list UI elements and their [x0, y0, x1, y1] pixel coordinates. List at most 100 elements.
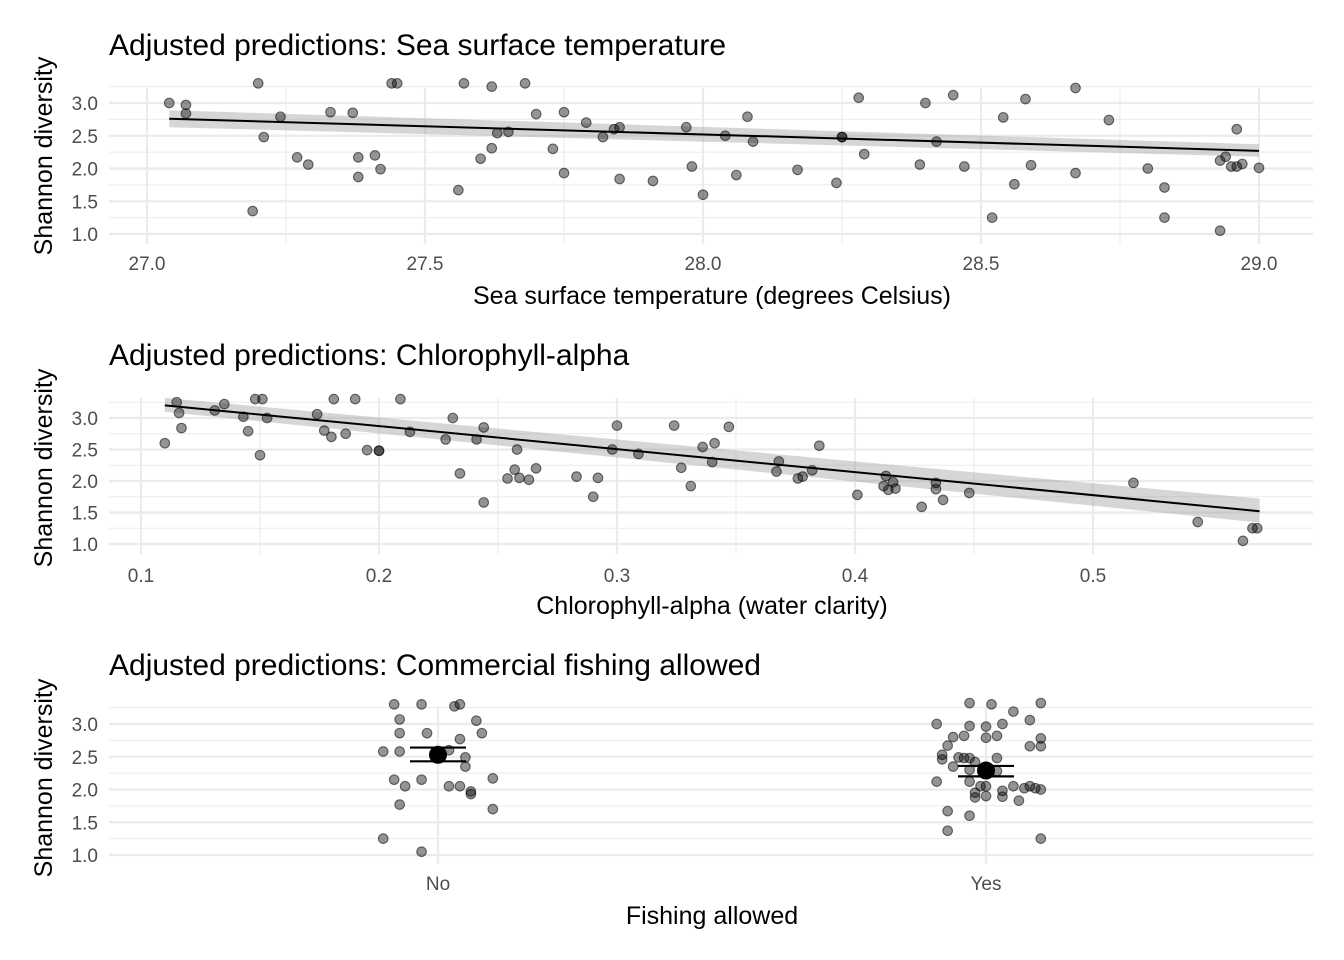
data-point: [942, 825, 953, 837]
data-point: [931, 776, 943, 787]
data-point: [1008, 706, 1019, 717]
x-tick-label: Yes: [971, 874, 1002, 895]
x-axis-label: Fishing allowed: [626, 902, 798, 930]
data-point: [416, 846, 427, 858]
data-point: [547, 143, 559, 155]
data-point: [697, 189, 709, 201]
data-point: [465, 788, 477, 800]
data-point: [352, 152, 364, 163]
data-point: [1231, 161, 1243, 172]
data-point: [352, 171, 364, 183]
x-tick-label: 0.1: [128, 566, 154, 587]
confidence-band: [164, 397, 1260, 523]
data-point: [887, 476, 899, 488]
data-point: [947, 731, 959, 743]
x-tick-label: 27.5: [407, 254, 444, 275]
panel-title: Adjusted predictions: Sea surface temper…: [109, 29, 726, 62]
data-point: [937, 494, 949, 506]
data-point: [349, 393, 361, 405]
y-tick-label: 2.0: [72, 472, 98, 493]
data-point: [471, 715, 482, 727]
data-point: [964, 776, 975, 787]
y-tick-label: 2.0: [72, 160, 98, 181]
data-point: [163, 97, 175, 109]
data-point: [291, 152, 303, 163]
data-point: [558, 106, 570, 118]
data-point: [1142, 163, 1154, 174]
data-point: [476, 727, 488, 739]
data-point: [509, 464, 521, 476]
data-point: [394, 714, 405, 725]
data-point: [1220, 151, 1231, 163]
data-point: [986, 698, 997, 710]
data-point: [880, 470, 892, 482]
data-point: [706, 456, 718, 468]
data-point: [478, 497, 490, 508]
data-point: [275, 111, 286, 123]
data-point: [1225, 161, 1237, 172]
data-point: [440, 434, 451, 445]
data-point: [742, 111, 753, 123]
data-point: [502, 473, 513, 484]
data-point: [1024, 740, 1036, 752]
x-tick-label: 0.3: [604, 566, 630, 587]
data-point: [1214, 155, 1226, 166]
data-point: [453, 184, 464, 196]
data-point: [399, 780, 411, 792]
data-point: [514, 472, 525, 484]
data-point: [465, 786, 477, 797]
data-point: [558, 167, 570, 179]
data-point: [969, 792, 981, 803]
data-point: [375, 163, 386, 175]
data-point: [930, 477, 942, 489]
data-point: [1025, 159, 1037, 171]
data-point: [388, 774, 400, 786]
data-point: [675, 462, 687, 474]
data-point: [1024, 714, 1036, 726]
data-point: [523, 474, 535, 486]
data-point: [454, 780, 466, 792]
data-point: [747, 136, 759, 147]
data-point: [1008, 780, 1019, 792]
data-point: [394, 746, 405, 757]
data-point: [853, 92, 865, 104]
data-point: [171, 396, 183, 408]
data-point: [511, 444, 523, 455]
data-point: [686, 161, 698, 172]
data-point: [614, 173, 625, 185]
data-point: [958, 752, 970, 764]
data-point: [404, 426, 416, 438]
data-point: [890, 483, 901, 494]
data-point: [964, 810, 975, 822]
data-point: [697, 441, 709, 453]
data-point: [947, 761, 959, 772]
data-point: [964, 720, 975, 732]
data-point: [614, 121, 625, 133]
x-tick-label: 28.0: [685, 254, 722, 275]
data-point: [388, 698, 400, 710]
data-point: [1020, 93, 1031, 105]
data-point: [647, 175, 659, 187]
data-point: [792, 164, 803, 176]
data-point: [991, 730, 1003, 742]
data-point: [773, 456, 785, 467]
data-point: [997, 791, 1008, 803]
data-point: [1253, 162, 1265, 174]
data-point: [373, 445, 385, 457]
data-point: [1236, 158, 1248, 170]
data-point: [723, 421, 735, 433]
data-point: [958, 730, 970, 742]
data-point: [1035, 784, 1047, 795]
data-point: [1103, 114, 1115, 126]
data-point: [668, 420, 680, 431]
data-point: [218, 398, 230, 410]
data-point: [1231, 123, 1243, 135]
data-point: [242, 425, 254, 437]
data-point: [159, 437, 171, 449]
data-point: [1035, 833, 1047, 844]
data-point: [611, 420, 623, 431]
y-tick-label: 1.5: [72, 813, 98, 834]
data-point: [491, 127, 503, 139]
data-point: [771, 466, 782, 477]
data-point: [980, 721, 992, 732]
